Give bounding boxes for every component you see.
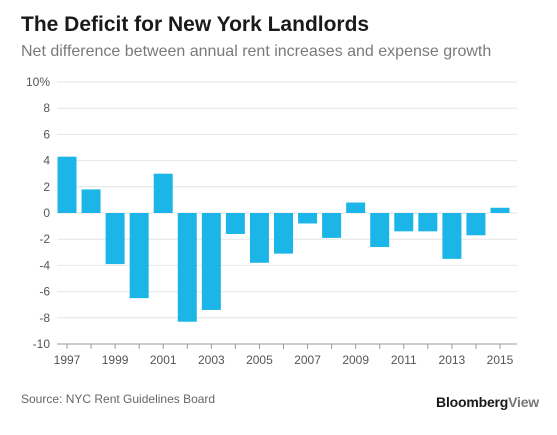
chart-title: The Deficit for New York Landlords (21, 13, 370, 36)
y-tick-label: -2 (39, 232, 50, 246)
bar-2000 (129, 213, 149, 299)
x-tick-label: 1999 (102, 353, 129, 367)
y-tick-label: -10 (33, 337, 51, 351)
bars (57, 156, 510, 322)
y-axis-ticks: 10% 8 6 4 2 0 -2 -4 -6 -8 -10 (26, 75, 50, 351)
bar-2006 (274, 213, 293, 254)
y-tick-label: -4 (39, 258, 50, 272)
bar-2011 (394, 213, 414, 232)
bar-1997 (57, 156, 77, 213)
source-note: Source: NYC Rent Guidelines Board (21, 392, 216, 406)
x-tick-label: 1997 (54, 353, 81, 367)
bar-2008 (322, 213, 342, 238)
bar-2004 (225, 213, 245, 234)
bar-2009 (346, 202, 366, 213)
y-tick-label: -6 (39, 285, 50, 299)
bar-2003 (201, 213, 221, 310)
bar-2015 (490, 207, 510, 213)
y-tick-label: 2 (43, 180, 50, 194)
bar-2007 (298, 213, 318, 224)
x-tick-label: 2007 (294, 353, 321, 367)
y-tick-label: -8 (39, 311, 50, 325)
bar-1999 (105, 213, 125, 265)
x-tick-label: 2015 (487, 353, 514, 367)
bar-2002 (177, 213, 197, 322)
x-tick-label: 2005 (246, 353, 273, 367)
y-tick-label: 10% (26, 75, 50, 89)
y-tick-label: 6 (43, 127, 50, 141)
y-tick-label: 8 (43, 101, 50, 115)
chart-subtitle: Net difference between annual rent incre… (21, 43, 492, 60)
x-axis-ticks: 1997 1999 2001 2003 2005 2007 2009 2011 2013 2015 (54, 344, 514, 367)
x-tick-label: 2001 (150, 353, 177, 367)
x-tick-label: 2009 (342, 353, 369, 367)
bar-2012 (418, 213, 438, 232)
bar-1998 (81, 189, 101, 213)
y-tick-label: 4 (43, 154, 50, 168)
bar-2005 (249, 213, 269, 263)
bar-chart: 10% 8 6 4 2 0 -2 -4 -6 -8 -10 1997 1999 2001 2003 2005… (26, 75, 517, 367)
grid-lines (57, 81, 517, 319)
bloomberg-view-logo: BloombergView (436, 394, 539, 410)
x-tick-label: 2011 (391, 353, 417, 367)
bar-2013 (442, 213, 462, 259)
x-tick-label: 2013 (439, 353, 466, 367)
x-tick-label: 2003 (198, 353, 225, 367)
brand-main: Bloomberg (436, 394, 509, 410)
brand-accent: View (508, 394, 539, 410)
bar-2014 (466, 213, 486, 236)
bar-2001 (153, 173, 173, 213)
bar-2010 (370, 213, 390, 248)
y-tick-label: 0 (43, 206, 50, 220)
